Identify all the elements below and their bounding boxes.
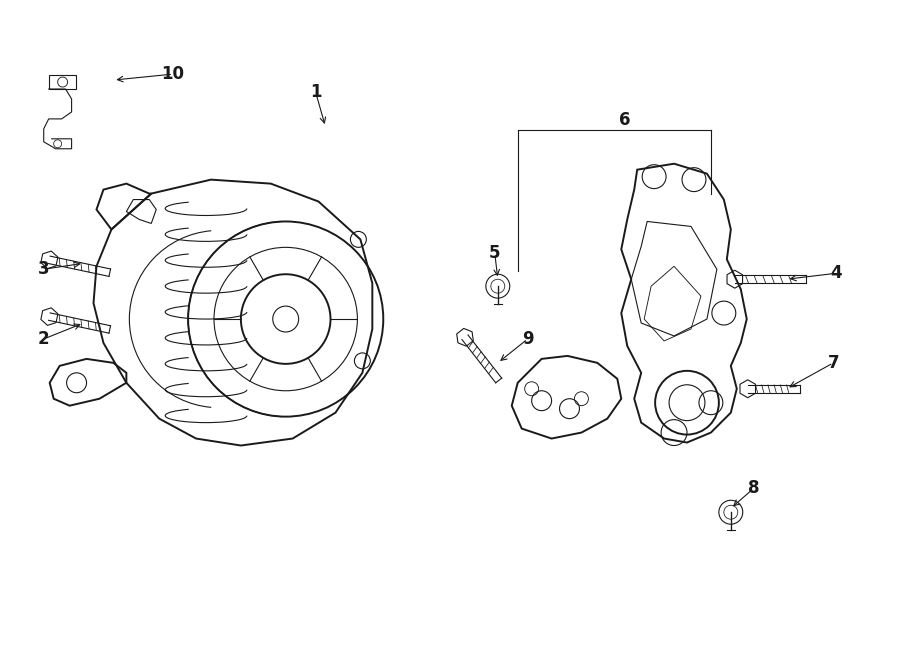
Text: 2: 2 (38, 330, 50, 348)
Text: 8: 8 (748, 479, 760, 497)
Text: 5: 5 (489, 245, 500, 262)
Text: 3: 3 (38, 260, 50, 278)
Text: 9: 9 (522, 330, 534, 348)
Text: 10: 10 (162, 65, 184, 83)
Text: 4: 4 (831, 264, 842, 282)
Text: 6: 6 (618, 111, 630, 129)
Text: 1: 1 (310, 83, 321, 101)
Text: 7: 7 (828, 354, 839, 372)
